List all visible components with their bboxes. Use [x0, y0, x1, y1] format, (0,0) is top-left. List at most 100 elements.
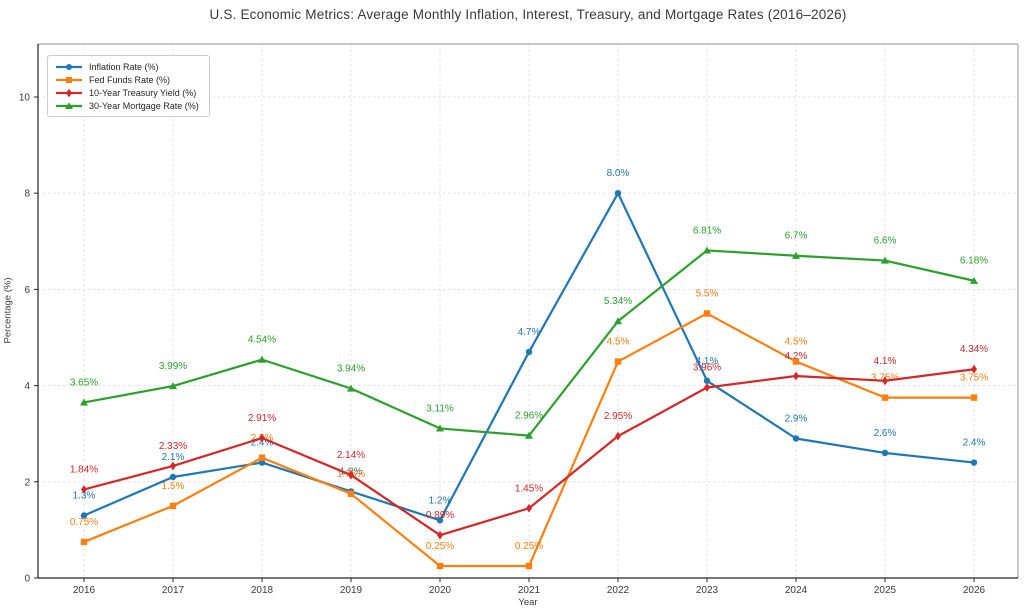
data-point-label-30-year-mortgage-rate: 5.34% — [604, 296, 632, 307]
data-point-label-30-year-mortgage-rate: 3.99% — [159, 361, 187, 372]
x-tick-label: 2018 — [251, 585, 274, 596]
data-point-10-year-treasury-yield — [971, 364, 977, 374]
data-point-label-10-year-treasury-yield: 1.84% — [70, 464, 98, 475]
data-point-label-10-year-treasury-yield: 4.34% — [960, 344, 988, 355]
data-point-label-30-year-mortgage-rate: 6.81% — [693, 225, 721, 236]
data-point-fed-funds-rate — [80, 538, 88, 546]
data-point-label-fed-funds-rate: 3.75% — [960, 373, 988, 384]
data-point-label-inflation-rate: 1.2% — [429, 495, 452, 506]
x-tick-label: 2025 — [874, 585, 897, 596]
legend-item-30-year-mortgage-rate: 30-Year Mortgage Rate (%) — [55, 100, 199, 111]
data-point-fed-funds-rate — [169, 502, 177, 510]
data-point-fed-funds-rate — [703, 310, 711, 317]
data-point-30-year-mortgage-rate — [347, 384, 355, 392]
data-point-label-inflation-rate: 2.6% — [874, 428, 897, 439]
data-point-label-30-year-mortgage-rate: 3.65% — [70, 377, 98, 388]
data-point-10-year-treasury-yield — [704, 383, 710, 392]
data-point-label-fed-funds-rate: 0.25% — [426, 541, 454, 552]
data-point-30-year-mortgage-rate — [525, 431, 533, 439]
data-point-30-year-mortgage-rate — [80, 398, 88, 406]
legend-label: 10-Year Treasury Yield (%) — [89, 87, 197, 98]
x-tick-label: 2022 — [607, 585, 630, 596]
data-point-10-year-treasury-yield — [170, 461, 176, 471]
data-point-10-year-treasury-yield — [615, 431, 621, 441]
y-tick-label: 4 — [24, 381, 30, 392]
data-point-label-30-year-mortgage-rate: 3.94% — [337, 363, 365, 374]
data-point-label-10-year-treasury-yield: 4.2% — [785, 351, 808, 362]
data-point-fed-funds-rate — [436, 562, 444, 570]
data-point-30-year-mortgage-rate — [970, 276, 978, 284]
data-point-inflation-rate — [881, 449, 889, 457]
data-point-30-year-mortgage-rate — [436, 424, 444, 432]
data-point-label-30-year-mortgage-rate: 2.96% — [515, 411, 543, 422]
data-point-fed-funds-rate — [614, 358, 622, 365]
data-point-fed-funds-rate — [970, 394, 978, 401]
data-point-10-year-treasury-yield — [437, 530, 443, 540]
legend-label: Fed Funds Rate (%) — [89, 74, 171, 85]
data-point-label-inflation-rate: 2.9% — [785, 414, 808, 425]
data-point-label-10-year-treasury-yield: 1.45% — [515, 483, 543, 494]
data-point-inflation-rate — [703, 377, 711, 384]
data-point-fed-funds-rate — [258, 454, 266, 461]
data-point-fed-funds-rate — [881, 394, 889, 401]
y-tick-label: 0 — [24, 574, 30, 585]
data-point-label-inflation-rate: 2.1% — [162, 452, 185, 463]
data-point-label-inflation-rate: 2.4% — [963, 438, 986, 449]
x-tick-label: 2024 — [785, 585, 808, 596]
data-point-label-10-year-treasury-yield: 2.95% — [604, 411, 632, 422]
x-tick-label: 2026 — [963, 585, 986, 596]
data-point-fed-funds-rate — [792, 358, 800, 365]
data-point-10-year-treasury-yield — [882, 376, 888, 386]
y-tick-label: 6 — [24, 285, 30, 296]
data-point-fed-funds-rate — [525, 562, 533, 570]
y-tick-label: 10 — [19, 93, 31, 104]
data-point-inflation-rate — [525, 348, 533, 356]
legend-swatch-inflation-rate — [56, 63, 82, 70]
data-point-label-30-year-mortgage-rate: 6.18% — [960, 256, 988, 267]
chart-title: U.S. Economic Metrics: Average Monthly I… — [209, 7, 847, 22]
x-tick-label: 2019 — [340, 585, 363, 596]
data-point-inflation-rate — [169, 473, 177, 481]
legend: Inflation Rate (%) Fed Funds Rate (%) 10-Y… — [47, 55, 210, 117]
x-tick-label: 2016 — [73, 585, 96, 596]
x-tick-label: 2017 — [162, 585, 185, 596]
x-tick-label: 2020 — [429, 585, 452, 596]
data-point-label-inflation-rate: 2.4% — [251, 438, 274, 449]
data-point-label-inflation-rate: 1.3% — [73, 490, 96, 501]
legend-item-fed-funds-rate: Fed Funds Rate (%) — [55, 74, 199, 85]
data-point-label-fed-funds-rate: 4.5% — [785, 337, 808, 348]
data-point-label-10-year-treasury-yield: 2.33% — [159, 441, 187, 452]
legend-swatch-10-year-treasury-yield — [56, 88, 82, 97]
data-point-inflation-rate — [436, 517, 444, 524]
data-point-30-year-mortgage-rate — [792, 251, 800, 259]
data-point-30-year-mortgage-rate — [614, 317, 622, 325]
data-point-30-year-mortgage-rate — [881, 256, 889, 264]
legend-swatch-fed-funds-rate — [56, 76, 82, 83]
legend-label: Inflation Rate (%) — [89, 61, 159, 72]
data-point-label-10-year-treasury-yield: 2.14% — [337, 450, 365, 461]
data-point-10-year-treasury-yield — [81, 485, 87, 494]
data-point-label-30-year-mortgage-rate: 6.6% — [874, 236, 897, 247]
data-point-30-year-mortgage-rate — [703, 246, 711, 254]
data-point-inflation-rate — [792, 435, 800, 442]
data-point-inflation-rate — [970, 459, 978, 466]
data-point-label-fed-funds-rate: 0.75% — [70, 517, 98, 528]
x-tick-label: 2021 — [518, 585, 541, 596]
data-point-10-year-treasury-yield — [793, 371, 799, 381]
y-tick-label: 2 — [24, 477, 30, 488]
data-point-10-year-treasury-yield — [526, 503, 532, 513]
data-point-label-10-year-treasury-yield: 3.96% — [693, 363, 721, 374]
data-point-label-10-year-treasury-yield: 2.91% — [248, 413, 276, 424]
legend-item-10-year-treasury-yield: 10-Year Treasury Yield (%) — [55, 87, 199, 98]
x-tick-label: 2023 — [696, 585, 719, 596]
data-point-label-30-year-mortgage-rate: 4.54% — [248, 335, 276, 346]
series-line-30-year-mortgage-rate — [82, 249, 976, 437]
data-point-10-year-treasury-yield — [259, 433, 265, 443]
data-point-label-inflation-rate: 4.7% — [518, 327, 541, 338]
data-point-inflation-rate — [80, 512, 88, 519]
legend-item-inflation-rate: Inflation Rate (%) — [55, 61, 199, 72]
data-point-label-inflation-rate: 8.0% — [607, 168, 630, 179]
data-point-label-fed-funds-rate: 4.5% — [607, 337, 630, 348]
legend-swatch-30-year-mortgage-rate — [56, 101, 82, 109]
y-tick-label: 8 — [24, 189, 30, 200]
